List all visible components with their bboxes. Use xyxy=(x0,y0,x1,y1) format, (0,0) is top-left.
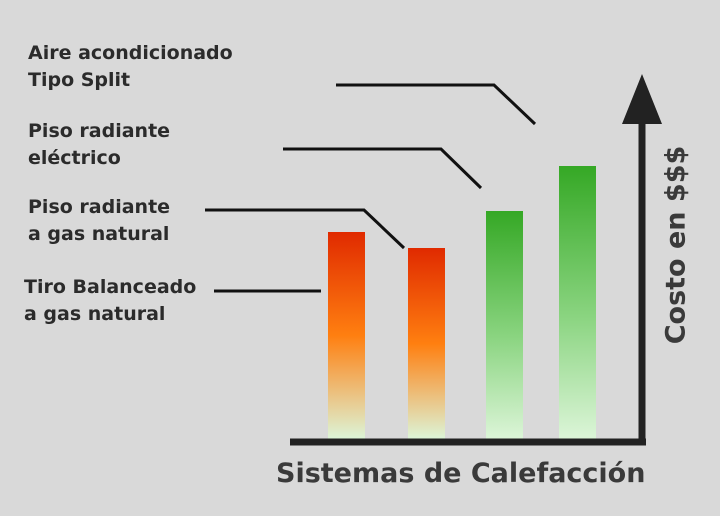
category-label-2: Piso radiante a gas natural xyxy=(28,196,171,245)
bar-2 xyxy=(408,248,445,439)
category-label-1: Tiro Balanceado a gas natural xyxy=(24,276,197,325)
category-label-3: Piso radiante eléctrico xyxy=(28,120,171,169)
bar-3 xyxy=(486,211,523,439)
leader-line-4 xyxy=(336,83,537,126)
category-label-4: Aire acondicionado Tipo Split xyxy=(28,42,233,91)
y-axis-title: Costo en $$$ xyxy=(660,145,692,345)
leader-line-3 xyxy=(283,147,483,190)
y-axis-arrow-icon xyxy=(622,74,662,124)
bar-1 xyxy=(328,232,365,439)
x-axis-title: Sistemas de Calefacción xyxy=(276,458,646,489)
leader-line-2 xyxy=(205,208,406,250)
bar-4 xyxy=(559,166,596,439)
